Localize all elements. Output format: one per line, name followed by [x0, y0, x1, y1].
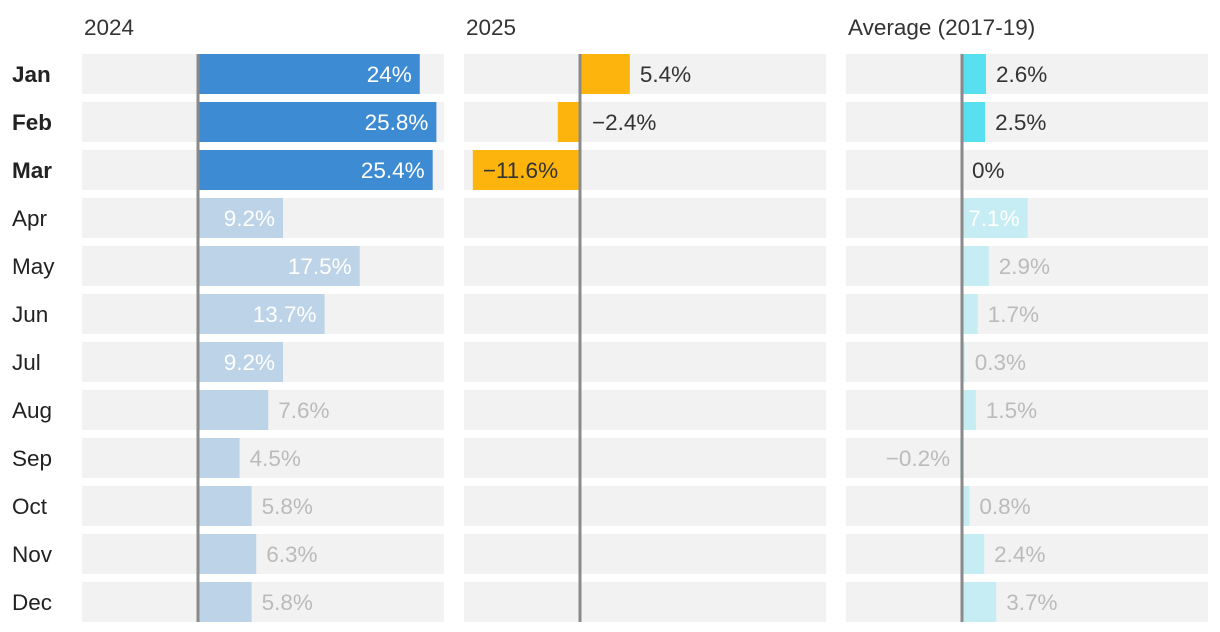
panel-title: 2025 — [466, 15, 516, 40]
data-label-jul: 9.2% — [224, 350, 275, 375]
data-label-mar: 25.4% — [361, 158, 425, 183]
data-label-feb: 2.5% — [995, 110, 1046, 135]
data-label-nov: 2.4% — [994, 542, 1045, 567]
category-label-jan: Jan — [12, 62, 51, 87]
bar-feb — [198, 102, 437, 142]
data-label-nov: 6.3% — [266, 542, 317, 567]
bar-apr — [962, 198, 1028, 238]
category-label-sep: Sep — [12, 446, 52, 471]
bar-aug — [962, 390, 976, 430]
row-background — [464, 582, 826, 622]
bar-feb — [557, 102, 580, 142]
data-label-feb: 25.8% — [365, 110, 429, 135]
bar-jun — [962, 294, 978, 334]
data-label-jul: 0.3% — [975, 350, 1026, 375]
row-background — [846, 54, 1208, 94]
data-label-sep: −0.2% — [886, 446, 950, 471]
bar-oct — [198, 486, 252, 526]
data-label-jan: 24% — [367, 62, 412, 87]
category-label-oct: Oct — [12, 494, 48, 519]
data-label-dec: 5.8% — [262, 590, 313, 615]
row-background — [82, 582, 444, 622]
bar-may — [198, 246, 360, 286]
bar-jan — [580, 54, 630, 94]
row-background — [464, 486, 826, 526]
row-background — [846, 294, 1208, 334]
row-background — [464, 102, 826, 142]
data-label-jun: 1.7% — [988, 302, 1039, 327]
row-background — [846, 246, 1208, 286]
row-background — [846, 486, 1208, 526]
row-background — [464, 438, 826, 478]
row-background — [846, 582, 1208, 622]
row-background — [846, 438, 1208, 478]
row-background — [846, 390, 1208, 430]
bar-sep — [198, 438, 240, 478]
category-label-jun: Jun — [12, 302, 48, 327]
row-background — [82, 486, 444, 526]
category-label-nov: Nov — [12, 542, 53, 567]
bar-nov — [962, 534, 985, 574]
panel-title: Average (2017-19) — [848, 15, 1035, 40]
bar-dec — [198, 582, 252, 622]
panel-title: 2024 — [84, 15, 134, 40]
data-label-aug: 1.5% — [986, 398, 1037, 423]
bar-mar — [472, 150, 580, 190]
data-label-jan: 2.6% — [996, 62, 1047, 87]
data-label-dec: 3.7% — [1006, 590, 1057, 615]
bar-jan — [198, 54, 420, 94]
data-label-aug: 7.6% — [278, 398, 329, 423]
row-background — [464, 54, 826, 94]
bar-feb — [962, 102, 986, 142]
row-background — [464, 198, 826, 238]
data-label-jun: 13.7% — [253, 302, 317, 327]
row-background — [464, 246, 826, 286]
row-background — [846, 342, 1208, 382]
data-label-may: 2.9% — [999, 254, 1050, 279]
category-label-aug: Aug — [12, 398, 52, 423]
bar-apr — [198, 198, 284, 238]
row-background — [846, 150, 1208, 190]
category-label-may: May — [12, 254, 55, 279]
row-background — [82, 534, 444, 574]
data-label-sep: 4.5% — [250, 446, 301, 471]
data-label-oct: 0.8% — [979, 494, 1030, 519]
row-background — [846, 102, 1208, 142]
row-background — [464, 342, 826, 382]
bar-jul — [198, 342, 284, 382]
bar-jan — [962, 54, 987, 94]
data-label-oct: 5.8% — [262, 494, 313, 519]
category-label-jul: Jul — [12, 350, 41, 375]
data-label-jan: 5.4% — [640, 62, 691, 87]
category-label-apr: Apr — [12, 206, 48, 231]
panel-2: 2025 5.4% −2.4% −11.6% — [464, 15, 826, 622]
row-background — [82, 438, 444, 478]
category-label-feb: Feb — [12, 110, 52, 135]
data-label-apr: 9.2% — [224, 206, 275, 231]
panel-3: Average (2017-19) 2.6% 2.5% 0% 7.1% 2.9% 1.7% 0… — [846, 15, 1208, 622]
bar-jun — [198, 294, 325, 334]
bar-nov — [198, 534, 257, 574]
data-label-mar: 0% — [972, 158, 1005, 183]
bar-aug — [198, 390, 269, 430]
row-background — [846, 534, 1208, 574]
row-background — [464, 534, 826, 574]
row-background — [464, 294, 826, 334]
bar-dec — [962, 582, 997, 622]
data-label-may: 17.5% — [288, 254, 352, 279]
bar-may — [962, 246, 989, 286]
panel-1: 202424%25.8%25.4%9.2%17.5%13.7%9.2%7.6%4… — [82, 15, 444, 622]
data-label-apr: 7.1% — [968, 206, 1019, 231]
category-label-dec: Dec — [12, 590, 52, 615]
data-label-mar: −11.6% — [483, 158, 558, 183]
row-background — [464, 390, 826, 430]
category-label-mar: Mar — [12, 158, 52, 183]
bar-oct — [962, 486, 970, 526]
bar-mar — [198, 150, 433, 190]
data-label-feb: −2.4% — [592, 110, 656, 135]
